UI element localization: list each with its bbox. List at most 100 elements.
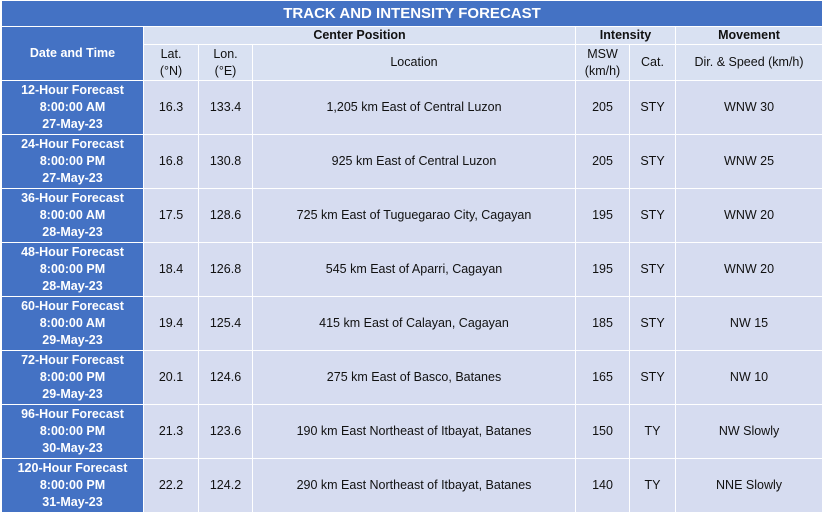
data-cell: 205 bbox=[575, 134, 630, 189]
date-time-cell: 36-Hour Forecast 8:00:00 AM 28-May-23 bbox=[1, 188, 144, 243]
data-cell: 125.4 bbox=[198, 296, 253, 351]
data-cell: 126.8 bbox=[198, 242, 253, 297]
cell-line: 30-May-23 bbox=[42, 441, 103, 455]
cell-line: 120-Hour Forecast bbox=[17, 461, 128, 475]
cell-line: 28-May-23 bbox=[42, 279, 103, 293]
data-row: 120-Hour Forecast 8:00:00 PM 31-May-23 22.2… bbox=[1, 458, 823, 513]
cell-line: 72-Hour Forecast bbox=[21, 353, 124, 367]
data-cell: 415 km East of Calayan, Cagayan bbox=[252, 296, 576, 351]
cell-line: 8:00:00 PM bbox=[39, 424, 106, 438]
data-cell: 190 km East Northeast of Itbayat, Batane… bbox=[252, 404, 576, 459]
data-cell: 195 bbox=[575, 242, 630, 297]
data-cell: 16.3 bbox=[143, 80, 199, 135]
cell-line: 8:00:00 PM bbox=[39, 262, 106, 276]
cell-line: 29-May-23 bbox=[42, 333, 103, 347]
header-group: Intensity bbox=[575, 26, 676, 45]
date-time-cell: 12-Hour Forecast 8:00:00 AM 27-May-23 bbox=[1, 80, 144, 135]
data-cell: STY bbox=[629, 134, 676, 189]
cell-line: 60-Hour Forecast bbox=[21, 299, 124, 313]
header-row: Date and Time Center Position Intensity Mov… bbox=[1, 26, 823, 81]
data-cell: 165 bbox=[575, 350, 630, 405]
cell-line: 12-Hour Forecast bbox=[21, 83, 124, 97]
cell-line: 24-Hour Forecast bbox=[21, 137, 124, 151]
data-cell: WNW 20 bbox=[674, 188, 823, 243]
data-row: 96-Hour Forecast 8:00:00 PM 30-May-23 21.3 1… bbox=[1, 404, 823, 459]
data-cell: TY bbox=[629, 458, 676, 513]
cell-line: (°N) bbox=[159, 63, 183, 78]
header-column: Dir. & Speed (km/h) bbox=[674, 44, 823, 81]
data-cell: 150 bbox=[575, 404, 630, 459]
cell-line: Lon. bbox=[213, 46, 238, 61]
data-row: 48-Hour Forecast 8:00:00 PM 28-May-23 18.4 1… bbox=[1, 242, 823, 297]
date-time-cell: 72-Hour Forecast 8:00:00 PM 29-May-23 bbox=[1, 350, 144, 405]
data-cell: 925 km East of Central Luzon bbox=[252, 134, 576, 189]
data-cell: 185 bbox=[575, 296, 630, 351]
cell-line: 48-Hour Forecast bbox=[21, 245, 124, 259]
cell-line: 36-Hour Forecast bbox=[21, 191, 124, 205]
header-column: MSW (km/h) bbox=[575, 44, 630, 81]
data-cell: WNW 25 bbox=[674, 134, 823, 189]
data-cell: 128.6 bbox=[198, 188, 253, 243]
date-time-cell: 24-Hour Forecast 8:00:00 PM 27-May-23 bbox=[1, 134, 144, 189]
data-cell: NNE Slowly bbox=[674, 458, 823, 513]
data-cell: 205 bbox=[575, 80, 630, 135]
cell-line: (°E) bbox=[214, 63, 237, 78]
date-time-cell: 48-Hour Forecast 8:00:00 PM 28-May-23 bbox=[1, 242, 144, 297]
date-time-cell: 120-Hour Forecast 8:00:00 PM 31-May-23 bbox=[1, 458, 144, 513]
data-row: 36-Hour Forecast 8:00:00 AM 28-May-23 17.5 1… bbox=[1, 188, 823, 243]
data-cell: WNW 30 bbox=[674, 80, 823, 135]
data-cell: 195 bbox=[575, 188, 630, 243]
date-time-cell: 96-Hour Forecast 8:00:00 PM 30-May-23 bbox=[1, 404, 144, 459]
data-cell: STY bbox=[629, 242, 676, 297]
data-cell: STY bbox=[629, 296, 676, 351]
cell-line: 8:00:00 AM bbox=[39, 316, 106, 330]
data-row: 72-Hour Forecast 8:00:00 PM 29-May-23 20.1 1… bbox=[1, 350, 823, 405]
header-date-time: Date and Time bbox=[1, 26, 144, 81]
data-cell: 133.4 bbox=[198, 80, 253, 135]
data-cell: 545 km East of Aparri, Cagayan bbox=[252, 242, 576, 297]
cell-line: 27-May-23 bbox=[42, 171, 103, 185]
cell-line: 28-May-23 bbox=[42, 225, 103, 239]
cell-line: 8:00:00 PM bbox=[39, 370, 106, 384]
data-cell: 1,205 km East of Central Luzon bbox=[252, 80, 576, 135]
data-cell: WNW 20 bbox=[674, 242, 823, 297]
cell-line: 31-May-23 bbox=[42, 495, 103, 509]
header-group: Center Position bbox=[143, 26, 576, 45]
data-cell: 22.2 bbox=[143, 458, 199, 513]
data-cell: NW Slowly bbox=[674, 404, 823, 459]
cell-line: Lat. bbox=[160, 46, 182, 61]
cell-line: 27-May-23 bbox=[42, 117, 103, 131]
header-row: Lat. (°N) Lon. (°E) Location MSW (km/h) Cat. Dir… bbox=[2, 44, 823, 81]
data-cell: STY bbox=[629, 80, 676, 135]
data-cell: NW 10 bbox=[674, 350, 823, 405]
data-cell: 124.2 bbox=[198, 458, 253, 513]
data-cell: 275 km East of Basco, Batanes bbox=[252, 350, 576, 405]
data-cell: NW 15 bbox=[674, 296, 823, 351]
header-column: Location bbox=[252, 44, 576, 81]
data-cell: STY bbox=[629, 188, 676, 243]
table-title: TRACK AND INTENSITY FORECAST bbox=[0, 0, 823, 27]
data-cell: 17.5 bbox=[143, 188, 199, 243]
data-cell: 290 km East Northeast of Itbayat, Batane… bbox=[252, 458, 576, 513]
header-group: Movement bbox=[674, 26, 823, 45]
header-column: Lat. (°N) bbox=[143, 44, 199, 81]
cell-line: Cat. bbox=[641, 55, 664, 69]
header-column: Cat. bbox=[629, 44, 676, 81]
cell-line: Location bbox=[390, 55, 438, 69]
data-cell: 16.8 bbox=[143, 134, 199, 189]
header-column: Lon. (°E) bbox=[198, 44, 253, 81]
data-row: 12-Hour Forecast 8:00:00 AM 27-May-23 16.3 1… bbox=[1, 80, 823, 135]
data-cell: 130.8 bbox=[198, 134, 253, 189]
data-cell: 19.4 bbox=[143, 296, 199, 351]
cell-line: 29-May-23 bbox=[42, 387, 103, 401]
data-cell: 20.1 bbox=[143, 350, 199, 405]
data-cell: 123.6 bbox=[198, 404, 253, 459]
cell-line: 8:00:00 AM bbox=[39, 100, 106, 114]
cell-line: Dir. & Speed (km/h) bbox=[694, 55, 804, 69]
data-row: 24-Hour Forecast 8:00:00 PM 27-May-23 16.8 1… bbox=[1, 134, 823, 189]
data-cell: TY bbox=[629, 404, 676, 459]
data-cell: 21.3 bbox=[143, 404, 199, 459]
data-cell: 124.6 bbox=[198, 350, 253, 405]
